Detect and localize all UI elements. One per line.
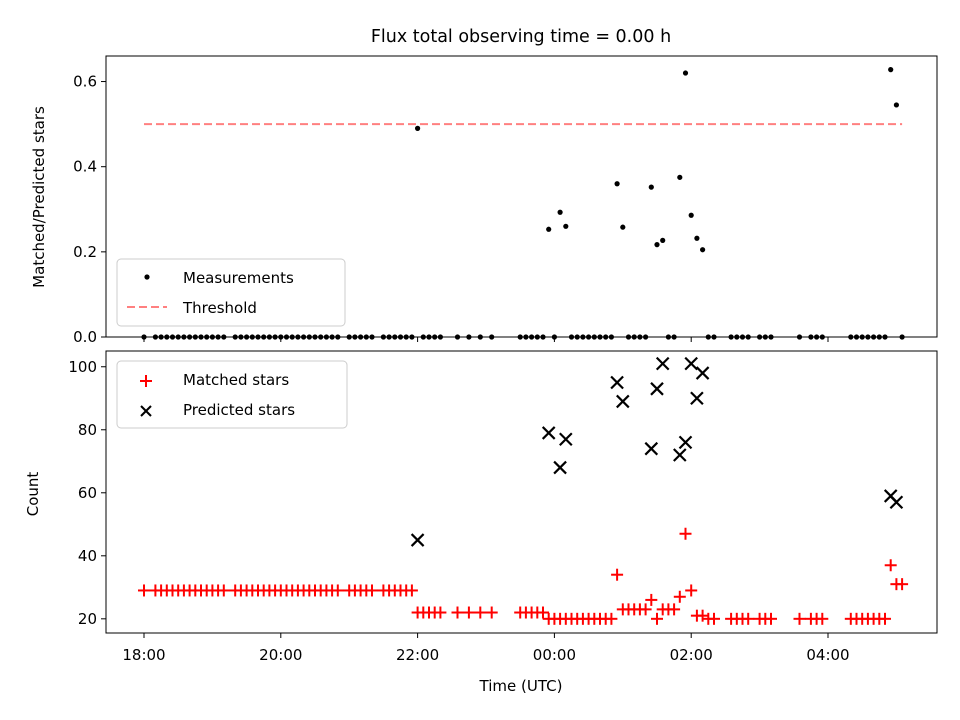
measurement-point — [620, 224, 626, 230]
matched-star-point — [685, 584, 698, 597]
legend-predicted-marker — [140, 405, 152, 417]
bottom-marks — [138, 356, 909, 625]
legend-measurements-label: Measurements — [183, 269, 294, 287]
legend-threshold-label: Threshold — [182, 299, 257, 317]
top-yticks: 0.0 0.2 0.4 0.6 — [73, 73, 106, 346]
bottom-ylabel: Count — [24, 472, 42, 517]
matched-star-point — [793, 612, 806, 625]
top-legend-box — [116, 258, 346, 327]
matched-star-point — [366, 584, 378, 597]
matched-star-point — [537, 606, 549, 619]
x-tick-label: 00:00 — [533, 646, 576, 664]
predicted-star-point — [673, 448, 687, 462]
matched-star-point — [679, 527, 692, 540]
predicted-star-point — [410, 533, 425, 547]
x-tick-label: 04:00 — [806, 646, 849, 664]
measurement-point — [546, 226, 552, 232]
matched-star-point — [742, 612, 755, 625]
matched-star-point — [645, 593, 658, 606]
legend-predicted-label: Predicted stars — [183, 401, 295, 419]
measurement-point — [415, 125, 421, 131]
legend-matched-marker — [140, 375, 152, 387]
legend-measurements-marker — [144, 274, 150, 280]
matched-star-point — [331, 584, 344, 597]
measurement-point — [682, 70, 689, 76]
y-tick-label: 0.2 — [73, 243, 97, 261]
bottom-panel: 20 40 60 80 100 18:00 20:00 22:00 00:00 02:00 04:… — [24, 350, 938, 695]
measurement-point — [654, 242, 660, 248]
measurement-point — [614, 181, 620, 187]
matched-star-point — [879, 612, 891, 625]
y-tick-label: 0.0 — [73, 328, 97, 346]
predicted-star-point — [695, 366, 710, 380]
top-xticks — [143, 337, 829, 342]
measurement-point — [660, 237, 666, 243]
y-tick-label: 0.4 — [73, 158, 97, 176]
matched-star-point — [673, 590, 686, 603]
matched-star-point — [639, 603, 652, 616]
y-tick-label: 20 — [78, 610, 97, 628]
y-tick-label: 0.6 — [73, 73, 97, 91]
measurement-point — [893, 102, 900, 108]
predicted-star-point — [610, 375, 624, 390]
y-tick-label: 80 — [78, 421, 97, 439]
measurement-point — [677, 174, 683, 180]
measurement-point — [688, 212, 694, 218]
matched-star-point — [816, 612, 829, 625]
x-tick-label: 22:00 — [396, 646, 439, 664]
top-axes-frame — [105, 55, 938, 338]
bottom-xlabel: Time (UTC) — [479, 677, 563, 695]
predicted-star-point — [616, 394, 630, 409]
matched-star-point — [485, 606, 498, 619]
matched-star-point — [474, 606, 487, 619]
y-tick-label: 100 — [68, 358, 97, 376]
measurement-point — [563, 223, 569, 229]
matched-star-point — [451, 606, 464, 619]
matched-star-point — [138, 584, 150, 597]
measurement-point — [557, 209, 563, 215]
matched-star-point — [668, 603, 681, 616]
measurement-point — [700, 247, 706, 253]
measurement-point — [694, 235, 700, 241]
predicted-star-point — [541, 426, 556, 440]
bottom-xticks: 18:00 20:00 22:00 00:00 02:00 04:00 — [122, 633, 850, 664]
matched-star-point — [405, 584, 418, 597]
matched-star-point — [611, 568, 624, 581]
top-ylabel: Matched/Predicted stars — [30, 106, 48, 288]
x-tick-label: 20:00 — [259, 646, 302, 664]
predicted-star-point — [655, 356, 670, 371]
matched-star-point — [708, 612, 720, 625]
predicted-star-point — [678, 435, 693, 450]
predicted-star-point — [684, 356, 698, 371]
matched-star-point — [462, 606, 475, 619]
matched-star-point — [884, 559, 897, 572]
bottom-legend: Matched stars Predicted stars — [116, 360, 348, 429]
matched-star-point — [896, 578, 909, 591]
y-tick-label: 60 — [78, 484, 97, 502]
legend-matched-label: Matched stars — [183, 371, 289, 389]
top-panel: 0.0 0.2 0.4 0.6 Matched/Predicted stars Mea… — [30, 55, 938, 346]
matched-star-point — [765, 612, 777, 625]
matched-star-point — [605, 612, 618, 625]
measurement-point — [648, 184, 654, 190]
bottom-yticks: 20 40 60 80 100 — [68, 358, 106, 628]
bottom-axes-frame — [105, 350, 938, 634]
x-tick-label: 02:00 — [670, 646, 713, 664]
predicted-star-point — [553, 460, 567, 475]
x-tick-label: 18:00 — [122, 646, 165, 664]
matched-star-point — [434, 606, 447, 619]
matched-star-point — [651, 612, 663, 625]
matched-star-point — [217, 584, 230, 597]
y-tick-label: 40 — [78, 547, 97, 565]
chart-title: Flux total observing time = 0.00 h — [371, 27, 671, 47]
measurement-point — [888, 67, 894, 73]
predicted-star-point — [889, 495, 904, 510]
predicted-star-point — [559, 432, 573, 447]
predicted-star-point — [644, 441, 659, 456]
bottom-legend-box — [116, 360, 348, 429]
predicted-star-point — [650, 382, 664, 396]
top-legend: Measurements Threshold — [116, 258, 346, 327]
predicted-star-point — [690, 391, 704, 406]
